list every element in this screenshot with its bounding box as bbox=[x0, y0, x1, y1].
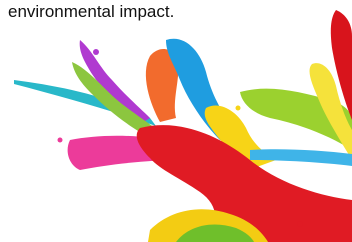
droplet bbox=[236, 106, 241, 111]
droplet bbox=[93, 49, 99, 55]
page: environmental impact. bbox=[0, 0, 352, 242]
paint-splash-image bbox=[0, 0, 352, 242]
droplet bbox=[297, 221, 303, 227]
caption-text: environmental impact. bbox=[8, 2, 174, 22]
droplet bbox=[58, 138, 63, 143]
